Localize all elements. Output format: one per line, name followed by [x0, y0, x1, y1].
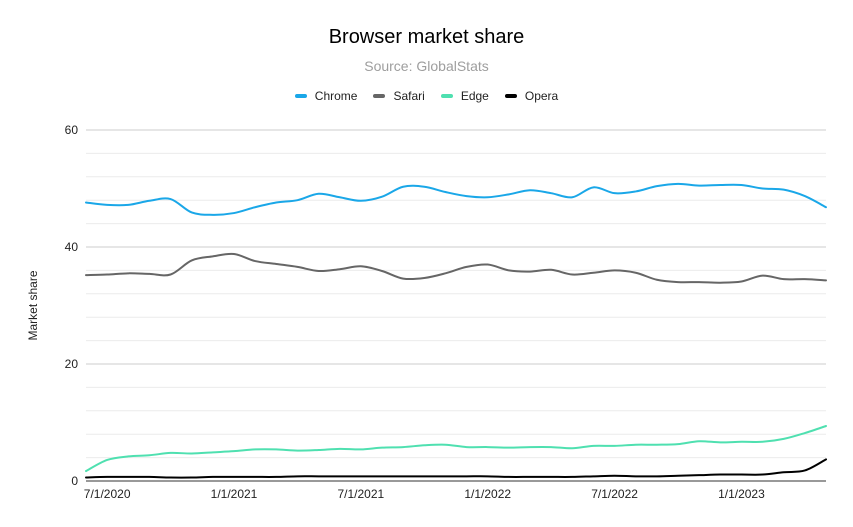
legend-item-safari[interactable]: Safari [373, 89, 425, 103]
x-tick-label: 7/1/2021 [337, 487, 384, 501]
legend-item-chrome[interactable]: Chrome [294, 89, 358, 103]
chart-subtitle: Source: GlobalStats [364, 58, 489, 74]
legend-item-edge[interactable]: Edge [440, 89, 489, 103]
x-tick-label: 1/1/2021 [211, 487, 258, 501]
legend-item-opera[interactable]: Opera [504, 89, 559, 103]
legend-label-edge: Edge [460, 89, 489, 103]
y-axis-title: Market share [26, 270, 40, 340]
series-lines [85, 182, 827, 479]
x-tick-label: 7/1/2022 [591, 487, 638, 501]
legend-swatch-opera [504, 94, 517, 98]
legend-label-chrome: Chrome [314, 89, 358, 103]
series-line-edge[interactable] [85, 425, 827, 473]
legend-swatch-safari [373, 94, 386, 98]
chart-title: Browser market share [328, 26, 525, 48]
y-tick-label: 0 [71, 474, 78, 488]
y-tick-label: 60 [65, 123, 79, 137]
x-tick-label: 7/1/2020 [84, 487, 131, 501]
y-tick-label: 20 [65, 357, 79, 371]
axes: 0 20 40 60 7/1/2020 1/1/2021 7/1/2021 1/1/2022 7… [65, 123, 826, 501]
legend-swatch-chrome [294, 94, 307, 98]
legend-swatch-edge [440, 94, 453, 98]
y-tick-label: 40 [65, 240, 79, 254]
series-line-opera[interactable] [85, 458, 827, 479]
legend-label-safari: Safari [393, 89, 425, 103]
series-line-safari[interactable] [85, 252, 827, 284]
x-tick-label: 1/1/2023 [718, 487, 765, 501]
legend-label-opera: Opera [524, 89, 559, 103]
series-line-chrome[interactable] [85, 182, 827, 216]
grid-lines [86, 129, 826, 459]
x-tick-label: 1/1/2022 [464, 487, 511, 501]
chart-legend: Chrome Safari Edge Opera [0, 89, 853, 103]
